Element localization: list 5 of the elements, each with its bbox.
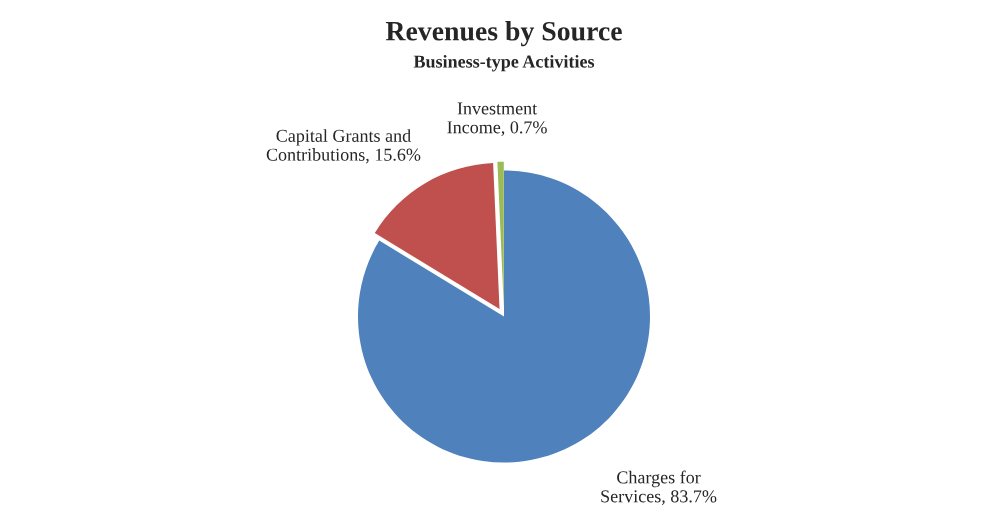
slice-label: Investment Income, 0.7% <box>447 102 547 136</box>
chart-subtitle: Business-type Activities <box>413 54 595 72</box>
slice-label: Charges for Services, 83.7% <box>601 470 717 506</box>
slice-label: Capital Grants and Contributions, 15.6% <box>266 129 421 164</box>
chart-title: Revenues by Source <box>385 21 622 47</box>
